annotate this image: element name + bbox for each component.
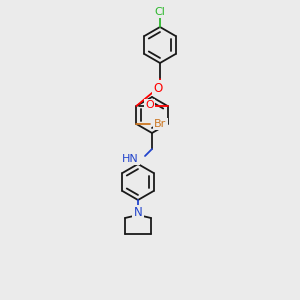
Text: N: N [134,206,142,220]
Text: Cl: Cl [154,7,165,17]
Text: HN: HN [122,154,139,164]
Text: Br: Br [154,119,167,129]
Text: O: O [145,100,154,110]
Text: O: O [153,82,163,94]
